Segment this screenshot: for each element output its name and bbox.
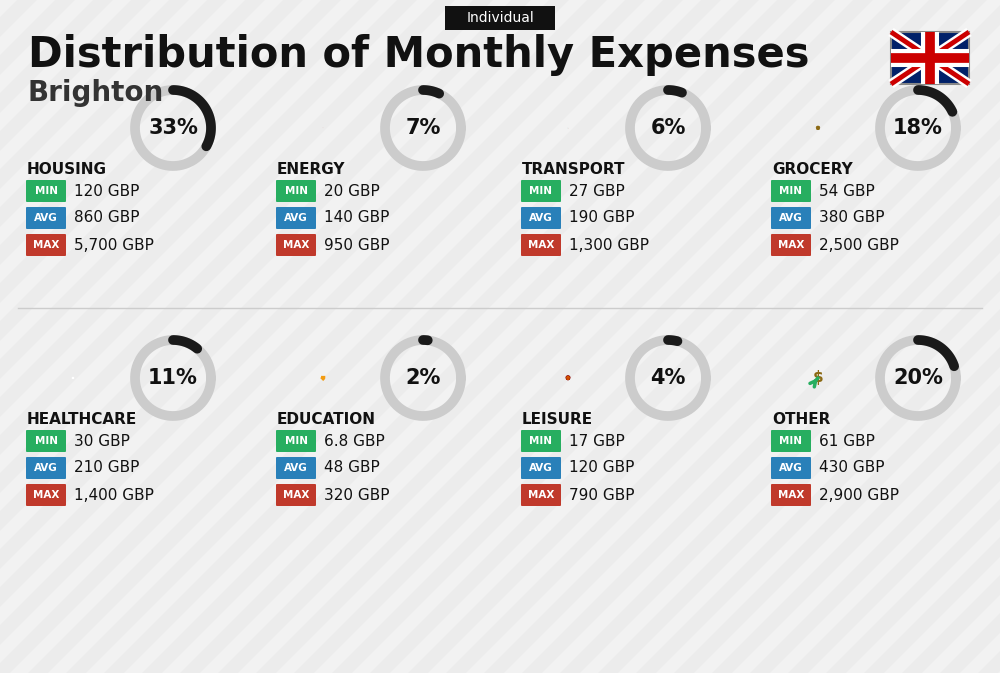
Text: MAX: MAX: [33, 240, 59, 250]
Text: MIN: MIN: [530, 186, 552, 196]
Text: 2,500 GBP: 2,500 GBP: [819, 238, 899, 252]
Text: AVG: AVG: [284, 213, 308, 223]
Text: 860 GBP: 860 GBP: [74, 211, 140, 225]
Text: TRANSPORT: TRANSPORT: [522, 162, 626, 176]
Text: $: $: [813, 370, 823, 386]
Text: MAX: MAX: [528, 240, 554, 250]
Text: 11%: 11%: [148, 368, 198, 388]
Text: 380 GBP: 380 GBP: [819, 211, 885, 225]
Text: 18%: 18%: [893, 118, 943, 138]
Text: AVG: AVG: [779, 463, 803, 473]
FancyBboxPatch shape: [891, 32, 969, 84]
Text: 48 GBP: 48 GBP: [324, 460, 380, 476]
Text: MIN: MIN: [285, 436, 308, 446]
Text: 210 GBP: 210 GBP: [74, 460, 139, 476]
Text: 190 GBP: 190 GBP: [569, 211, 635, 225]
Text: GROCERY: GROCERY: [772, 162, 853, 176]
Text: MIN: MIN: [780, 186, 802, 196]
FancyBboxPatch shape: [521, 457, 561, 479]
Text: 120 GBP: 120 GBP: [569, 460, 634, 476]
FancyBboxPatch shape: [771, 234, 811, 256]
Text: 320 GBP: 320 GBP: [324, 487, 390, 503]
Text: 6.8 GBP: 6.8 GBP: [324, 433, 385, 448]
Text: MIN: MIN: [530, 436, 552, 446]
Text: AVG: AVG: [284, 463, 308, 473]
Text: MAX: MAX: [283, 490, 309, 500]
Text: 140 GBP: 140 GBP: [324, 211, 389, 225]
Text: MAX: MAX: [778, 240, 804, 250]
Text: 27 GBP: 27 GBP: [569, 184, 625, 199]
FancyBboxPatch shape: [26, 484, 66, 506]
Text: 61 GBP: 61 GBP: [819, 433, 875, 448]
Text: AVG: AVG: [34, 463, 58, 473]
Text: AVG: AVG: [529, 213, 553, 223]
FancyBboxPatch shape: [521, 430, 561, 452]
FancyBboxPatch shape: [276, 430, 316, 452]
FancyBboxPatch shape: [276, 234, 316, 256]
Text: 950 GBP: 950 GBP: [324, 238, 390, 252]
FancyBboxPatch shape: [771, 484, 811, 506]
Text: 4%: 4%: [650, 368, 686, 388]
Text: 790 GBP: 790 GBP: [569, 487, 635, 503]
Text: 20%: 20%: [893, 368, 943, 388]
FancyBboxPatch shape: [276, 180, 316, 202]
Text: AVG: AVG: [34, 213, 58, 223]
Text: 2,900 GBP: 2,900 GBP: [819, 487, 899, 503]
FancyBboxPatch shape: [26, 207, 66, 229]
FancyBboxPatch shape: [445, 6, 555, 30]
FancyBboxPatch shape: [276, 484, 316, 506]
FancyBboxPatch shape: [521, 180, 561, 202]
Text: 2%: 2%: [405, 368, 441, 388]
Text: LEISURE: LEISURE: [522, 411, 593, 427]
Text: 33%: 33%: [148, 118, 198, 138]
Text: 17 GBP: 17 GBP: [569, 433, 625, 448]
Text: 1,400 GBP: 1,400 GBP: [74, 487, 154, 503]
Text: 20 GBP: 20 GBP: [324, 184, 380, 199]
FancyBboxPatch shape: [771, 430, 811, 452]
FancyBboxPatch shape: [26, 430, 66, 452]
FancyBboxPatch shape: [771, 457, 811, 479]
FancyBboxPatch shape: [276, 457, 316, 479]
Text: OTHER: OTHER: [772, 411, 830, 427]
Text: 54 GBP: 54 GBP: [819, 184, 875, 199]
Text: HEALTHCARE: HEALTHCARE: [27, 411, 137, 427]
Text: MIN: MIN: [285, 186, 308, 196]
Text: AVG: AVG: [779, 213, 803, 223]
Text: 30 GBP: 30 GBP: [74, 433, 130, 448]
Text: 5,700 GBP: 5,700 GBP: [74, 238, 154, 252]
FancyBboxPatch shape: [26, 457, 66, 479]
Text: Brighton: Brighton: [28, 79, 164, 107]
Text: MIN: MIN: [34, 186, 58, 196]
Text: AVG: AVG: [529, 463, 553, 473]
FancyBboxPatch shape: [771, 180, 811, 202]
Text: 430 GBP: 430 GBP: [819, 460, 885, 476]
Text: MAX: MAX: [528, 490, 554, 500]
FancyBboxPatch shape: [771, 207, 811, 229]
Text: 1,300 GBP: 1,300 GBP: [569, 238, 649, 252]
FancyBboxPatch shape: [521, 207, 561, 229]
FancyBboxPatch shape: [26, 234, 66, 256]
Text: MIN: MIN: [34, 436, 58, 446]
Text: 120 GBP: 120 GBP: [74, 184, 139, 199]
Text: MAX: MAX: [283, 240, 309, 250]
FancyBboxPatch shape: [26, 180, 66, 202]
Text: MAX: MAX: [33, 490, 59, 500]
Text: 6%: 6%: [650, 118, 686, 138]
Text: MAX: MAX: [778, 490, 804, 500]
Text: EDUCATION: EDUCATION: [277, 411, 376, 427]
Text: 7%: 7%: [405, 118, 441, 138]
Text: Individual: Individual: [466, 11, 534, 25]
Text: HOUSING: HOUSING: [27, 162, 107, 176]
Text: MIN: MIN: [780, 436, 802, 446]
FancyBboxPatch shape: [521, 234, 561, 256]
Text: ENERGY: ENERGY: [277, 162, 346, 176]
FancyBboxPatch shape: [521, 484, 561, 506]
Text: Distribution of Monthly Expenses: Distribution of Monthly Expenses: [28, 34, 810, 76]
FancyBboxPatch shape: [276, 207, 316, 229]
